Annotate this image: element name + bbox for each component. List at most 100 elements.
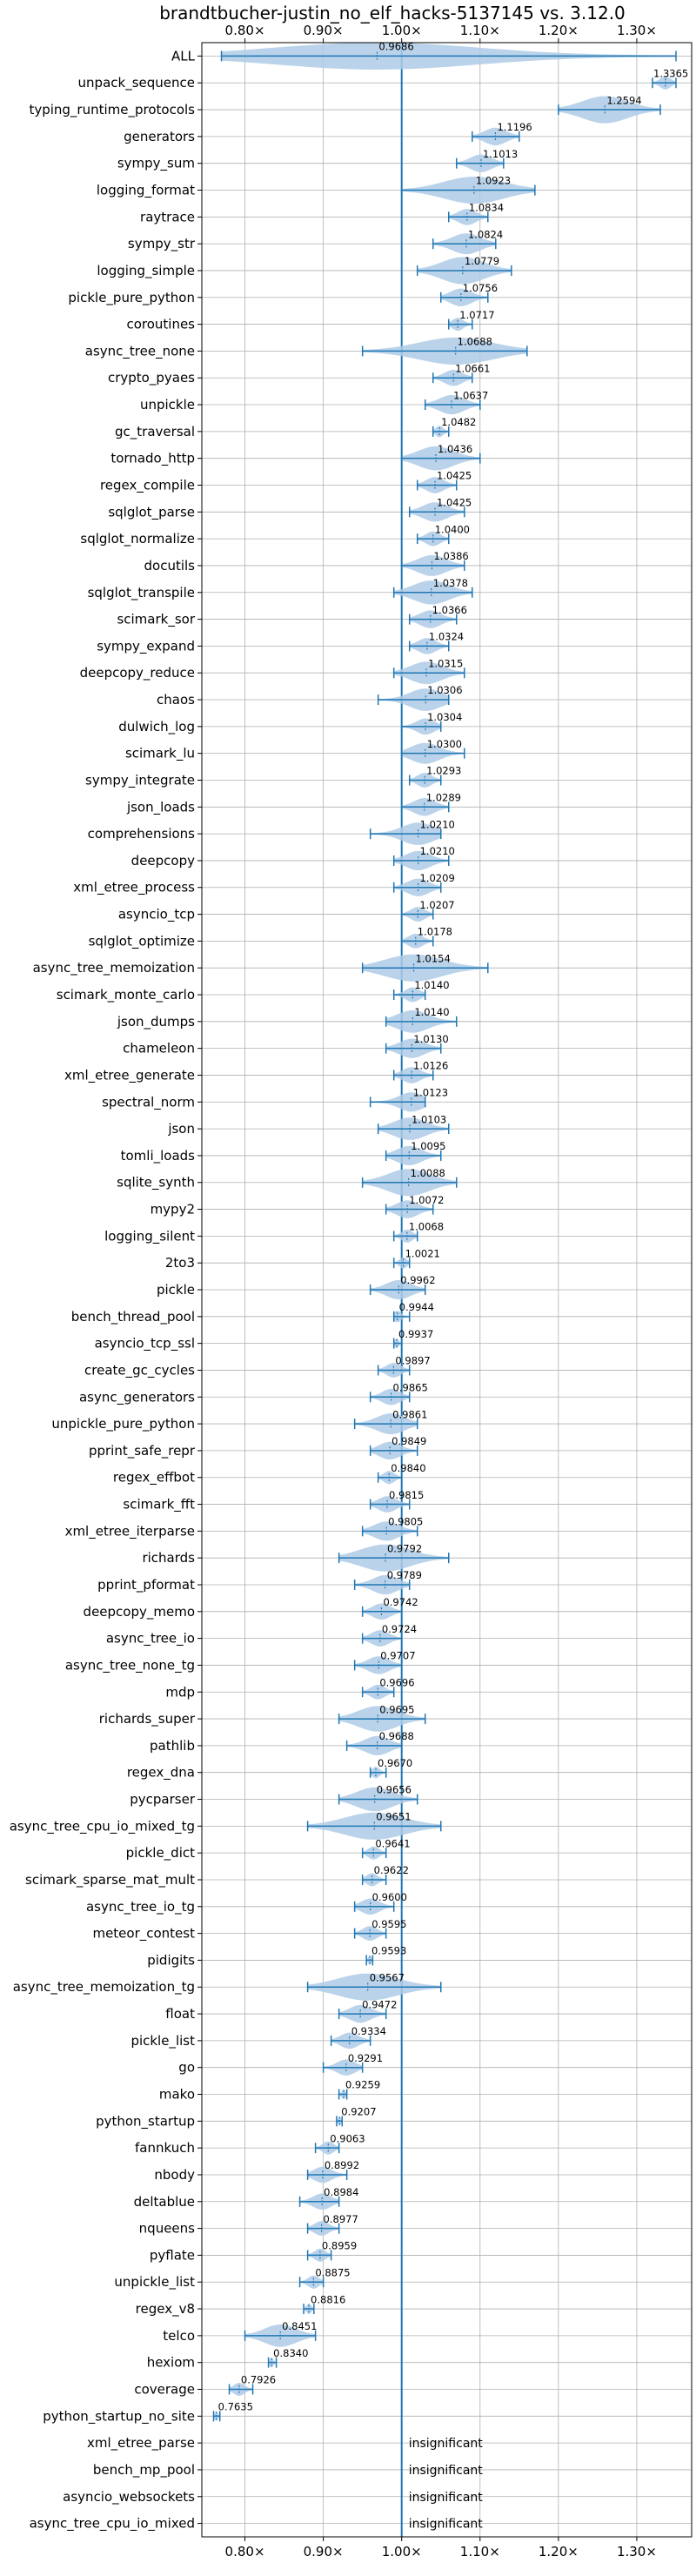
benchmark-label: chaos xyxy=(157,692,195,708)
data-label: 1.0209 xyxy=(420,872,455,884)
violin-layer xyxy=(212,42,677,2537)
label-layer: 0.9686 1.3365 1.2594 1.1196 1.1013 1.0923 1.08… xyxy=(218,41,689,2532)
data-label: 1.0072 xyxy=(409,1194,444,1206)
data-label: 1.0315 xyxy=(428,657,463,669)
benchmark-label: json xyxy=(167,1121,195,1137)
benchmark-label: go xyxy=(178,2060,195,2076)
data-label: 0.7635 xyxy=(218,2401,253,2413)
data-label: 0.9849 xyxy=(392,1435,426,1447)
x-tick-label-bottom: 1.10× xyxy=(460,2544,500,2559)
benchmark-label: tomli_loads xyxy=(121,1148,196,1164)
benchmark-label: telco xyxy=(163,2328,195,2344)
data-label: 1.0126 xyxy=(413,1060,448,1072)
data-label: 0.7926 xyxy=(241,2374,276,2386)
benchmark-label: unpickle_list xyxy=(114,2274,195,2291)
data-label: 1.3365 xyxy=(653,67,688,79)
data-label: 1.0095 xyxy=(411,1140,445,1152)
benchmark-label: create_gc_cycles xyxy=(84,1362,195,1379)
data-label: 0.9861 xyxy=(392,1408,427,1420)
x-tick-label-bottom: 1.20× xyxy=(539,2544,579,2559)
data-label: 0.9815 xyxy=(389,1489,424,1501)
benchmark-label: dulwich_log xyxy=(118,719,195,735)
benchmark-label: coroutines xyxy=(126,317,195,332)
data-label: 0.9259 xyxy=(345,2079,380,2091)
benchmark-label: sympy_expand xyxy=(97,638,195,654)
benchmark-label: async_tree_none_tg xyxy=(65,1657,195,1674)
benchmark-label: raytrace xyxy=(140,209,195,225)
data-label: 0.8992 xyxy=(325,2159,359,2171)
data-label: 0.9962 xyxy=(400,1274,435,1286)
data-label: 1.0366 xyxy=(432,604,467,616)
data-label: 1.0021 xyxy=(405,1247,440,1259)
benchmark-label: deepcopy_memo xyxy=(84,1604,195,1620)
benchmark-label: unpack_sequence xyxy=(78,75,195,91)
data-label: 1.0140 xyxy=(414,1006,449,1018)
benchmark-label: pickle xyxy=(157,1282,195,1298)
insignificant-label: insignificant xyxy=(409,2464,484,2478)
data-label: 1.0210 xyxy=(420,818,455,830)
x-tick-label-top: 1.10× xyxy=(460,23,500,38)
data-label: 0.9805 xyxy=(388,1516,423,1528)
chart-title: brandtbucher-justin_no_elf_hacks-5137145… xyxy=(159,3,626,23)
benchmark-label: asyncio_tcp_ssl xyxy=(95,1336,195,1352)
x-tick-label-bottom: 0.90× xyxy=(304,2544,344,2559)
benchmark-label: fannkuch xyxy=(135,2140,195,2156)
benchmark-label: logging_format xyxy=(97,182,195,198)
benchmark-label: async_tree_none xyxy=(85,343,195,359)
data-label: 1.0717 xyxy=(459,309,494,321)
benchmark-label: regex_compile xyxy=(100,477,195,493)
benchmark-label: typing_runtime_protocols xyxy=(29,102,195,118)
x-tick-label-top: 1.20× xyxy=(539,23,579,38)
data-label: 1.0425 xyxy=(437,470,472,482)
data-label: 1.0210 xyxy=(420,845,455,857)
data-label: 0.9334 xyxy=(351,2025,386,2037)
benchmark-label: asyncio_tcp xyxy=(118,907,195,923)
x-tick-label-bottom: 0.80× xyxy=(225,2544,265,2559)
axis-layer: 0.80× 0.80× 0.90× 0.90× 1.00× 1.00× 1.10× 1.10×… xyxy=(10,23,657,2559)
data-label: 0.9696 xyxy=(379,1676,414,1688)
benchmark-label: asyncio_websockets xyxy=(63,2489,195,2506)
benchmark-label: pickle_pure_python xyxy=(68,290,195,306)
benchmark-label: ALL xyxy=(171,48,196,64)
data-label: 0.8875 xyxy=(315,2266,350,2278)
benchmark-label: async_tree_cpu_io_mixed_tg xyxy=(10,1818,195,1835)
data-label: 0.9707 xyxy=(380,1650,415,1662)
benchmark-label: comprehensions xyxy=(88,826,196,842)
benchmark-label: scimark_sor xyxy=(117,612,195,628)
benchmark-label: sqlglot_transpile xyxy=(88,585,195,601)
data-label: 0.9567 xyxy=(370,1971,405,1983)
data-label: 1.0436 xyxy=(438,443,472,455)
benchmark-label: pycparser xyxy=(130,1792,196,1808)
benchmark-label: crypto_pyaes xyxy=(108,370,195,386)
benchmark-label: sqlglot_parse xyxy=(108,504,195,520)
data-label: 0.9840 xyxy=(391,1462,425,1474)
data-label: 0.8451 xyxy=(282,2320,317,2332)
benchmark-label: python_startup xyxy=(96,2113,195,2130)
benchmark-label: async_tree_memoization xyxy=(33,960,195,976)
benchmark-label: richards xyxy=(142,1550,195,1566)
data-label: 0.9651 xyxy=(376,1811,411,1823)
benchmark-label: xml_etree_generate xyxy=(64,1067,195,1083)
benchmark-label: mypy2 xyxy=(151,1202,195,1218)
data-label: 0.9063 xyxy=(330,2132,365,2144)
benchmark-label: xml_etree_process xyxy=(73,880,195,896)
data-label: 1.0386 xyxy=(433,550,468,562)
data-label: 1.0304 xyxy=(427,711,462,723)
data-label: 1.0324 xyxy=(429,631,464,643)
insignificant-label: insignificant xyxy=(409,2491,484,2505)
data-label: 0.9622 xyxy=(374,1864,409,1876)
data-label: 0.9944 xyxy=(399,1301,434,1313)
data-label: 1.0824 xyxy=(468,228,503,240)
data-label: 0.9724 xyxy=(382,1623,417,1635)
data-label: 1.0306 xyxy=(427,684,462,696)
benchmark-label: nbody xyxy=(154,2167,195,2183)
data-label: 0.9593 xyxy=(371,1945,406,1957)
data-label: 1.0123 xyxy=(413,1086,448,1098)
benchmark-label: spectral_norm xyxy=(102,1094,195,1110)
benchmark-label: scimark_fft xyxy=(123,1497,195,1513)
x-tick-label-top: 1.30× xyxy=(617,23,657,38)
insignificant-label: insignificant xyxy=(409,2437,484,2451)
data-label: 0.9641 xyxy=(375,1837,410,1849)
benchmark-label: json_dumps xyxy=(117,1014,195,1030)
